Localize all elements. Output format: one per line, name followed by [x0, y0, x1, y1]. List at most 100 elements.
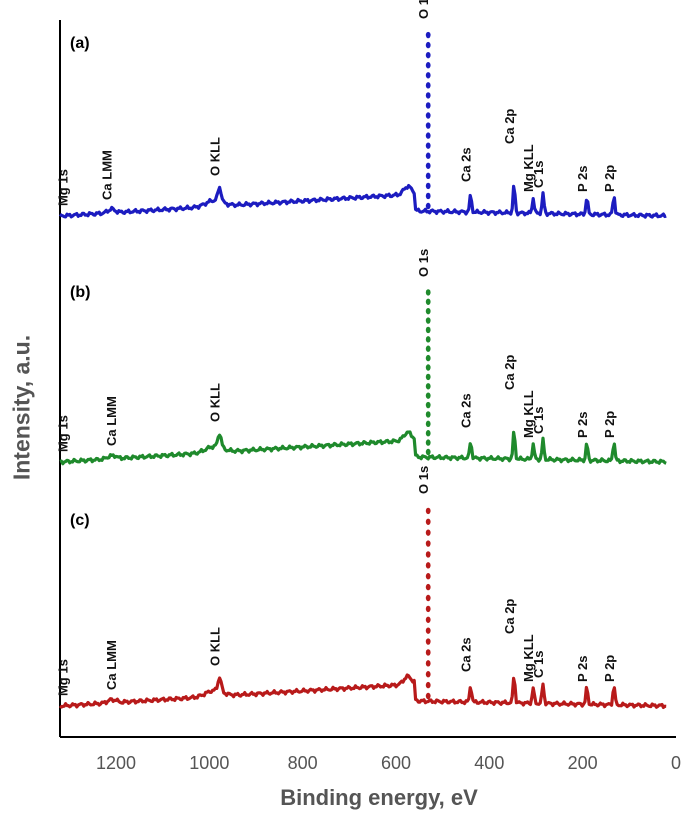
y-axis-label: Intensity, a.u.: [8, 334, 35, 481]
panel-label: (a): [70, 35, 90, 52]
o1s-peak-point: [425, 51, 431, 59]
peak-label: C 1s: [531, 161, 546, 188]
peak-label: O 1s: [416, 466, 431, 494]
peak-label: O KLL: [208, 137, 223, 176]
o1s-peak-point: [425, 401, 431, 409]
o1s-peak-point: [425, 383, 431, 390]
o1s-peak-point: [425, 192, 431, 200]
o1s-peak-point: [425, 583, 431, 591]
panel-label: (b): [70, 284, 90, 301]
peak-label: C 1s: [531, 407, 546, 434]
o1s-peak-point: [425, 439, 431, 446]
x-tick-label: 1000: [189, 753, 229, 773]
o1s-peak-point: [425, 182, 431, 190]
peak-label: P 2p: [602, 411, 617, 438]
o1s-peak-point: [425, 152, 431, 159]
o1s-peak-point: [425, 41, 431, 49]
o1s-peak-point: [425, 326, 431, 334]
o1s-peak-point: [425, 411, 431, 418]
spectrum-line: [59, 184, 667, 219]
peak-label: Mg KLL: [521, 390, 536, 438]
o1s-peak-point: [425, 364, 431, 371]
o1s-peak-point: [425, 112, 431, 119]
o1s-peak-point: [425, 594, 431, 602]
o1s-peak-point: [425, 638, 431, 645]
o1s-peak-point: [425, 573, 431, 580]
o1s-peak-point: [425, 551, 431, 558]
o1s-peak-point: [425, 671, 431, 678]
o1s-peak-point: [425, 692, 431, 700]
x-tick-label: 1200: [96, 753, 136, 773]
o1s-peak-point: [425, 172, 431, 180]
spectrum-line: [59, 430, 667, 466]
o1s-peak-point: [425, 448, 431, 456]
peak-label: P 2s: [575, 166, 590, 193]
peak-label: P 2p: [602, 655, 617, 682]
peak-label: O KLL: [208, 627, 223, 666]
o1s-peak-point: [425, 31, 431, 39]
o1s-peak-point: [425, 562, 431, 569]
o1s-peak-point: [425, 681, 431, 689]
o1s-peak-point: [425, 420, 431, 428]
o1s-peak-point: [425, 307, 431, 315]
o1s-peak-point: [425, 649, 431, 656]
o1s-peak-point: [425, 627, 431, 634]
o1s-peak-point: [425, 289, 431, 296]
o1s-peak-point: [425, 529, 431, 536]
peak-label: Ca LMM: [99, 150, 114, 200]
peak-label: Ca 2p: [502, 599, 517, 634]
peak-label: Mg KLL: [521, 144, 536, 192]
peak-label: Mg 1s: [56, 169, 71, 206]
x-tick-label: 200: [568, 753, 598, 773]
spectrum-line: [59, 673, 667, 709]
o1s-peak-point: [425, 72, 431, 79]
o1s-peak-point: [425, 298, 431, 305]
peak-label: P 2p: [602, 165, 617, 192]
peak-label: P 2s: [575, 656, 590, 683]
o1s-peak-point: [425, 540, 431, 547]
o1s-peak-point: [425, 142, 431, 149]
peak-label: Mg 1s: [56, 415, 71, 452]
o1s-peak-point: [425, 82, 431, 89]
o1s-peak-point: [425, 373, 431, 381]
peak-label: O 1s: [416, 0, 431, 19]
peak-label: Ca 2s: [459, 637, 474, 672]
o1s-peak-point: [425, 660, 431, 667]
o1s-peak-point: [425, 132, 431, 139]
o1s-peak-point: [425, 354, 431, 362]
peak-label: Mg KLL: [521, 634, 536, 682]
peak-label: Ca 2s: [459, 147, 474, 182]
o1s-peak-point: [425, 202, 431, 210]
peak-label: O 1s: [416, 249, 431, 277]
o1s-peak-point: [425, 336, 431, 343]
peak-label: C 1s: [531, 651, 546, 678]
o1s-peak-point: [425, 122, 431, 129]
peak-label: Ca LMM: [104, 640, 119, 690]
peak-label: P 2s: [575, 412, 590, 439]
o1s-peak-point: [425, 605, 431, 613]
x-tick-label: 400: [474, 753, 504, 773]
peak-label: Ca 2p: [502, 109, 517, 144]
peak-label: Ca LMM: [104, 396, 119, 446]
o1s-peak-point: [425, 102, 431, 109]
o1s-peak-point: [425, 616, 431, 623]
peak-label: Ca 2s: [459, 393, 474, 428]
o1s-peak-point: [425, 317, 431, 324]
o1s-peak-point: [425, 392, 431, 399]
x-axis-label: Binding energy, eV: [280, 785, 478, 810]
o1s-peak-point: [425, 162, 431, 169]
o1s-peak-point: [425, 92, 431, 99]
o1s-peak-point: [425, 507, 431, 515]
o1s-peak-point: [425, 518, 431, 525]
x-tick-label: 600: [381, 753, 411, 773]
peak-label: O KLL: [208, 383, 223, 422]
peak-label: Mg 1s: [56, 659, 71, 696]
peak-label: Ca 2p: [502, 355, 517, 390]
o1s-peak-point: [425, 430, 431, 437]
panel-label: (c): [70, 512, 90, 529]
x-tick-label: 800: [288, 753, 318, 773]
o1s-peak-point: [425, 62, 431, 69]
x-tick-label: 0: [671, 753, 681, 773]
